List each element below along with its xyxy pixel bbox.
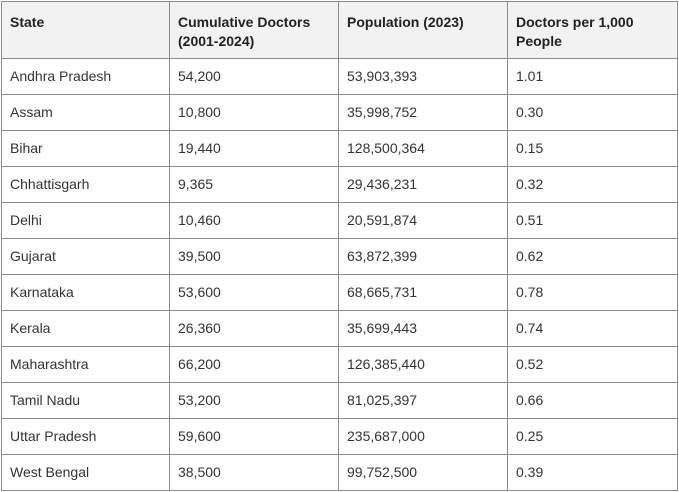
- cell-cumulative-doctors: 53,200: [169, 382, 339, 419]
- cell-cumulative-doctors: 53,600: [169, 274, 339, 311]
- table-row: Gujarat 39,500 63,872,399 0.62: [1, 238, 678, 275]
- cell-cumulative-doctors: 10,800: [169, 94, 339, 131]
- cell-population: 99,752,500: [338, 454, 508, 491]
- header-population: Population (2023): [338, 1, 508, 59]
- table-row: Karnataka 53,600 68,665,731 0.78: [1, 274, 678, 311]
- cell-doctors-per-1000: 0.62: [507, 238, 678, 275]
- cell-cumulative-doctors: 66,200: [169, 346, 339, 383]
- cell-doctors-per-1000: 0.52: [507, 346, 678, 383]
- cell-doctors-per-1000: 0.30: [507, 94, 678, 131]
- header-state: State: [1, 1, 170, 59]
- cell-population: 126,385,440: [338, 346, 508, 383]
- cell-population: 81,025,397: [338, 382, 508, 419]
- cell-population: 53,903,393: [338, 58, 508, 95]
- cell-cumulative-doctors: 9,365: [169, 166, 339, 203]
- header-doctors-line1: Cumulative Doctors: [178, 14, 311, 30]
- cell-cumulative-doctors: 39,500: [169, 238, 339, 275]
- cell-population: 29,436,231: [338, 166, 508, 203]
- cell-doctors-per-1000: 0.66: [507, 382, 678, 419]
- table-row: Bihar 19,440 128,500,364 0.15: [1, 130, 678, 167]
- cell-state: Assam: [1, 94, 170, 131]
- cell-population: 68,665,731: [338, 274, 508, 311]
- cell-population: 35,699,443: [338, 310, 508, 347]
- cell-doctors-per-1000: 0.32: [507, 166, 678, 203]
- cell-state: Tamil Nadu: [1, 382, 170, 419]
- cell-state: West Bengal: [1, 454, 170, 491]
- cell-state: Karnataka: [1, 274, 170, 311]
- header-per1000-line2: People: [516, 33, 562, 49]
- cell-state: Maharashtra: [1, 346, 170, 383]
- table-row: Tamil Nadu 53,200 81,025,397 0.66: [1, 382, 678, 419]
- header-doctors-per-1000: Doctors per 1,000 People: [507, 1, 678, 59]
- cell-population: 128,500,364: [338, 130, 508, 167]
- table-row: Delhi 10,460 20,591,874 0.51: [1, 202, 678, 239]
- cell-doctors-per-1000: 0.15: [507, 130, 678, 167]
- table-row: Assam 10,800 35,998,752 0.30: [1, 94, 678, 131]
- cell-doctors-per-1000: 0.39: [507, 454, 678, 491]
- cell-state: Bihar: [1, 130, 170, 167]
- cell-cumulative-doctors: 10,460: [169, 202, 339, 239]
- cell-state: Andhra Pradesh: [1, 58, 170, 95]
- table-row: Maharashtra 66,200 126,385,440 0.52: [1, 346, 678, 383]
- header-state-label: State: [10, 14, 45, 30]
- header-cumulative-doctors: Cumulative Doctors (2001-2024): [169, 1, 339, 59]
- cell-cumulative-doctors: 38,500: [169, 454, 339, 491]
- cell-state: Chhattisgarh: [1, 166, 170, 203]
- cell-population: 20,591,874: [338, 202, 508, 239]
- cell-state: Kerala: [1, 310, 170, 347]
- cell-doctors-per-1000: 0.51: [507, 202, 678, 239]
- cell-doctors-per-1000: 0.25: [507, 418, 678, 455]
- header-doctors-line2: (2001-2024): [178, 33, 255, 49]
- table-row: Andhra Pradesh 54,200 53,903,393 1.01: [1, 58, 678, 95]
- header-row: State Cumulative Doctors (2001-2024) Popu…: [1, 1, 678, 59]
- table-header: State Cumulative Doctors (2001-2024) Popu…: [1, 1, 678, 59]
- cell-population: 235,687,000: [338, 418, 508, 455]
- cell-cumulative-doctors: 26,360: [169, 310, 339, 347]
- cell-cumulative-doctors: 19,440: [169, 130, 339, 167]
- cell-cumulative-doctors: 54,200: [169, 58, 339, 95]
- table-row: Chhattisgarh 9,365 29,436,231 0.32: [1, 166, 678, 203]
- cell-doctors-per-1000: 0.78: [507, 274, 678, 311]
- cell-state: Delhi: [1, 202, 170, 239]
- table-row: West Bengal 38,500 99,752,500 0.39: [1, 454, 678, 491]
- cell-population: 35,998,752: [338, 94, 508, 131]
- cell-cumulative-doctors: 59,600: [169, 418, 339, 455]
- table-row: Kerala 26,360 35,699,443 0.74: [1, 310, 678, 347]
- cell-state: Gujarat: [1, 238, 170, 275]
- cell-state: Uttar Pradesh: [1, 418, 170, 455]
- table-row: Uttar Pradesh 59,600 235,687,000 0.25: [1, 418, 678, 455]
- cell-doctors-per-1000: 0.74: [507, 310, 678, 347]
- cell-population: 63,872,399: [338, 238, 508, 275]
- header-population-label: Population (2023): [347, 14, 464, 30]
- header-per1000-line1: Doctors per 1,000: [516, 14, 634, 30]
- table-body: Andhra Pradesh 54,200 53,903,393 1.01 Assam 1…: [1, 58, 678, 491]
- cell-doctors-per-1000: 1.01: [507, 58, 678, 95]
